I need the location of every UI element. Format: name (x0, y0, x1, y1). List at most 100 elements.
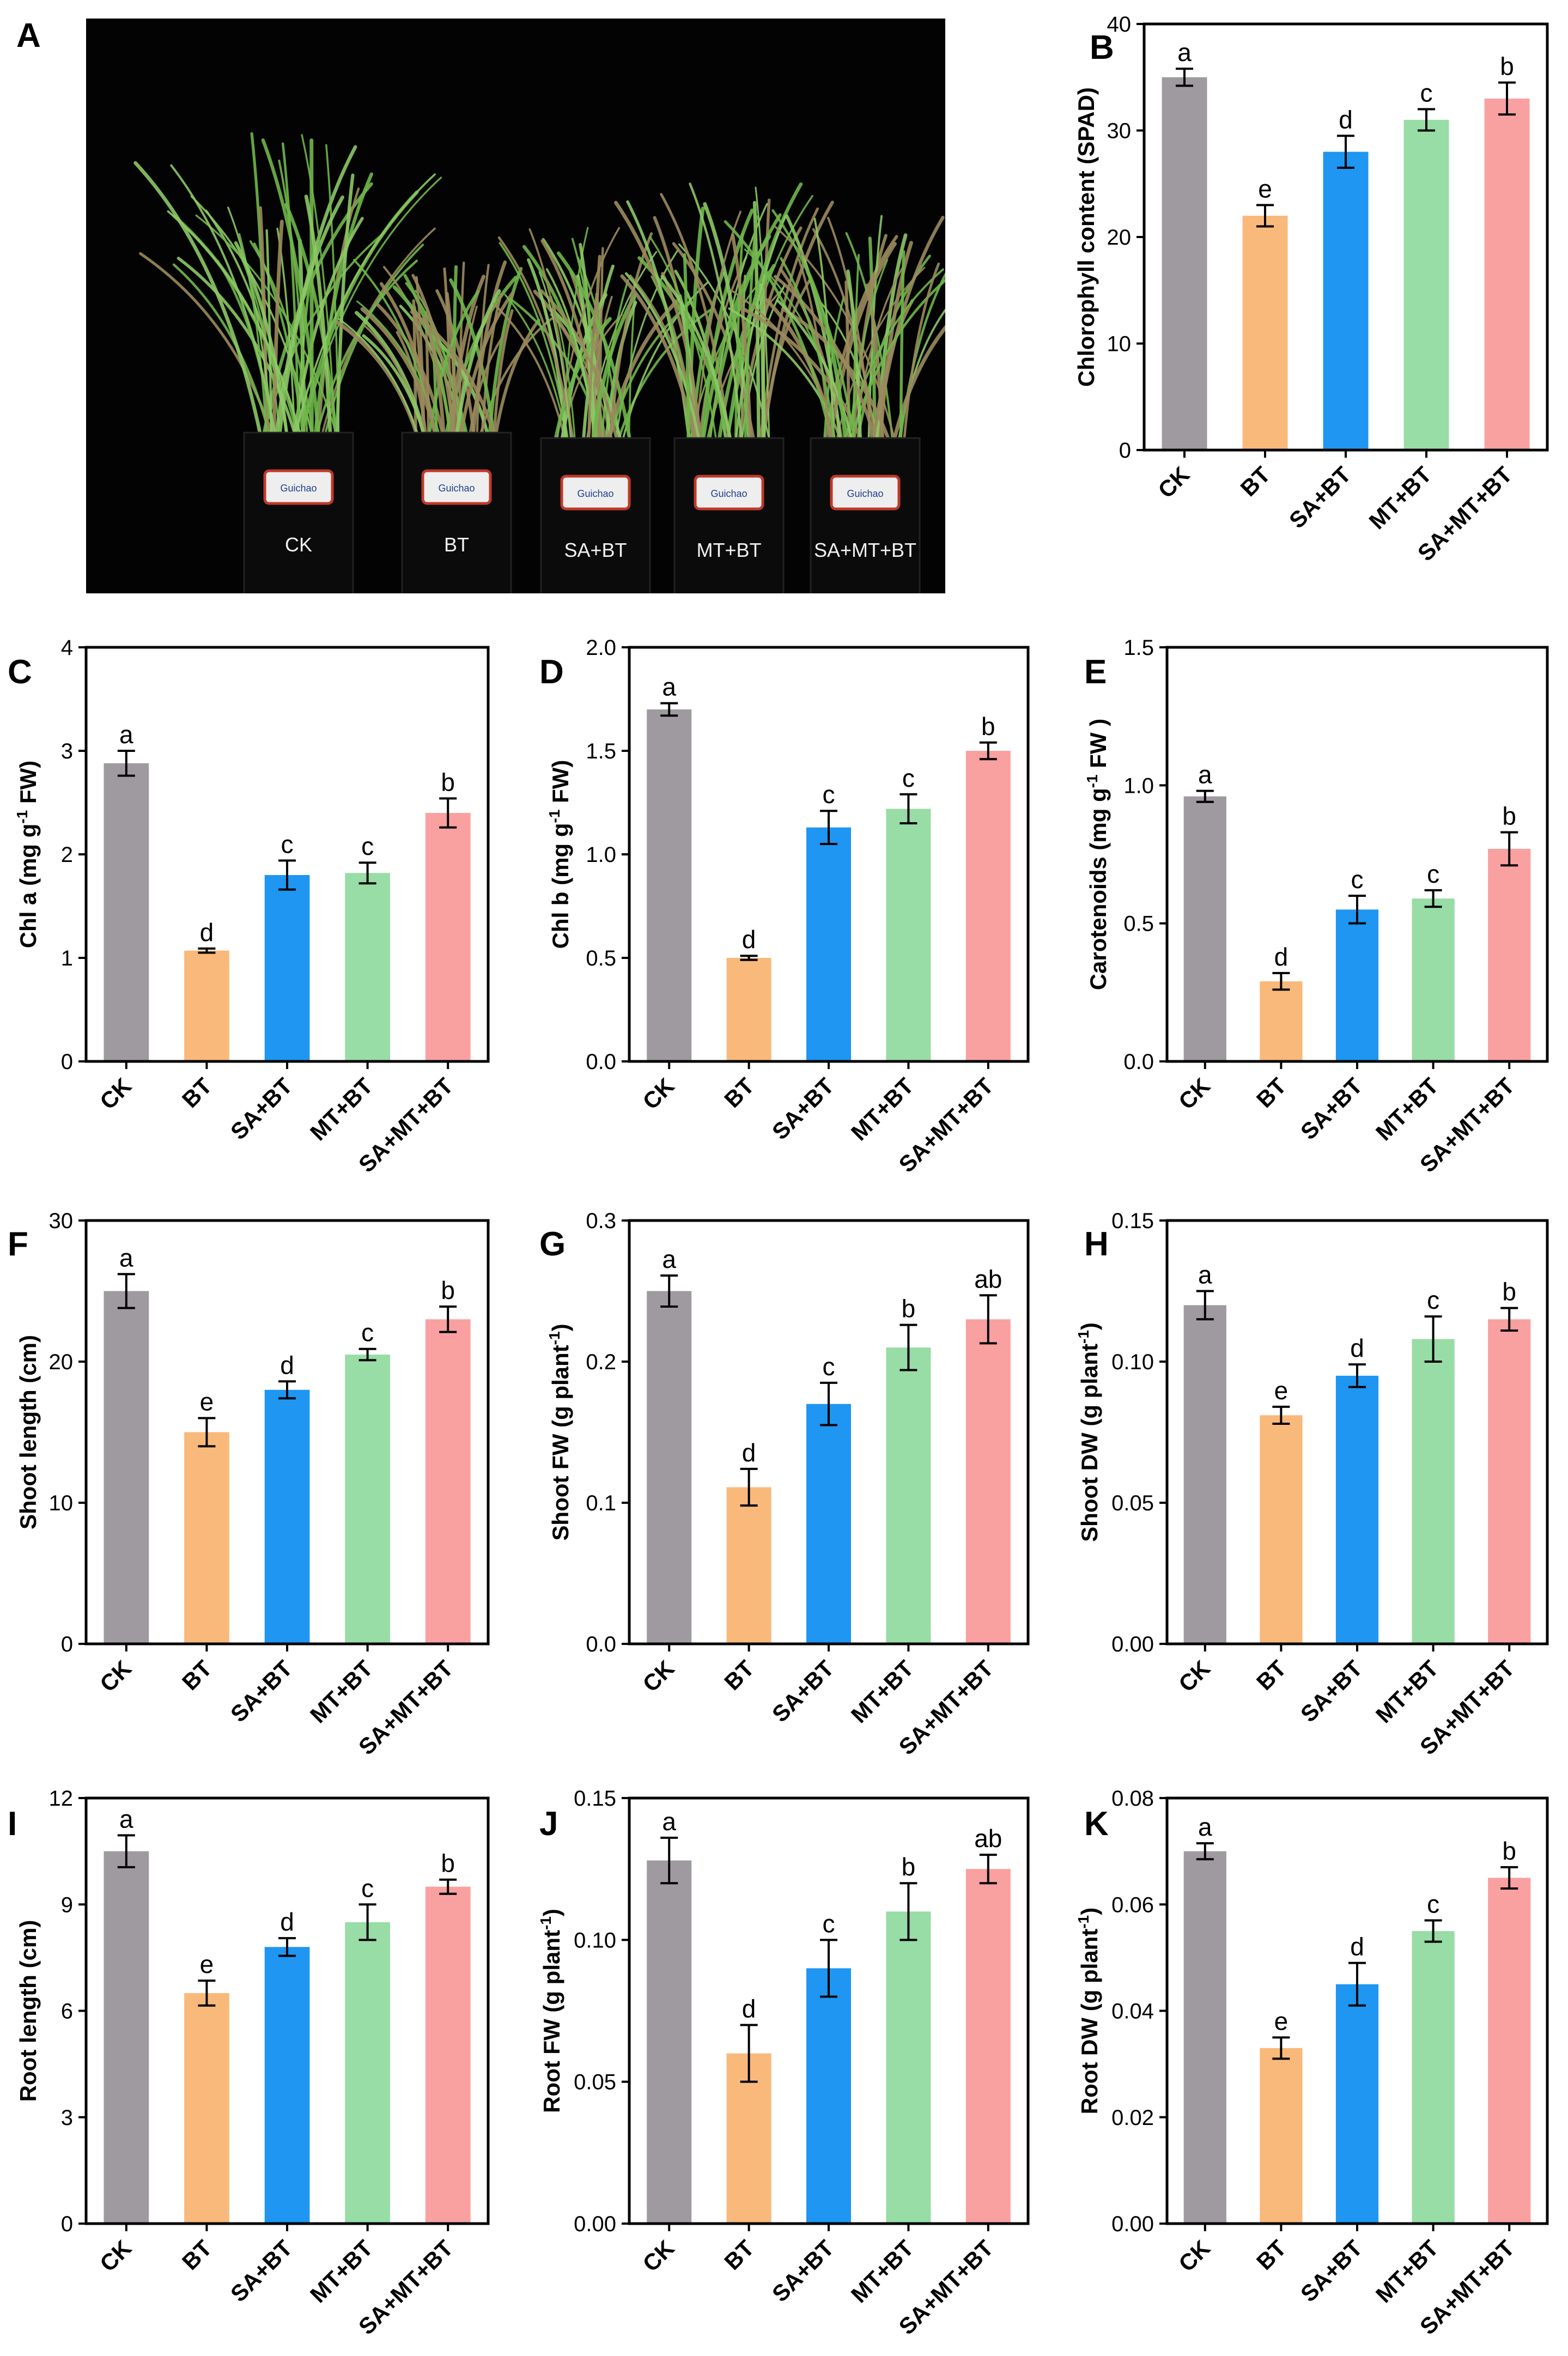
leaf-blade (776, 299, 853, 440)
bar (1183, 1305, 1226, 1644)
panel-letter-f: F (8, 1225, 28, 1263)
bar (1335, 1375, 1379, 1644)
significance-letter: c (902, 764, 915, 792)
significance-letter: b (902, 1295, 916, 1323)
pot (540, 437, 651, 593)
pot-tag-text: Guichao (710, 488, 747, 499)
x-tick-label: CK (1153, 462, 1194, 503)
chart-frame (84, 1219, 490, 1645)
plant-photo-drawing: Guichao CK Guichao BT Guichao SA+BT Guichao MT+… (133, 132, 945, 593)
leaf-blade (275, 195, 344, 435)
bar (726, 1487, 771, 1644)
y-tick-label: 0 (61, 1632, 73, 1656)
x-tick-label: BT (1236, 462, 1275, 501)
pot (810, 437, 921, 593)
x-tick-label: BT (1251, 2235, 1291, 2275)
chart-frame (628, 646, 1030, 1063)
significance-letter: a (1198, 1261, 1212, 1289)
significance-letter: a (1198, 760, 1212, 788)
leaf-blade (683, 253, 690, 440)
bar (886, 809, 931, 1061)
y-tick-label: 20 (1107, 226, 1132, 250)
y-tick-label: 0.0 (586, 1632, 616, 1656)
significance-letter: b (1502, 801, 1516, 830)
x-tick-label: MT+BT (846, 1073, 919, 1145)
y-tick-label: 0.0 (1123, 1050, 1154, 1074)
leaf-blade (278, 159, 308, 434)
y-axis-label: Shoot FW (g plant-1) (546, 1323, 573, 1540)
significance-letter: c (361, 832, 374, 860)
bar (806, 827, 851, 1061)
leaf-blade (755, 186, 770, 439)
significance-letter: d (1274, 943, 1289, 971)
y-tick-label: 20 (49, 1350, 74, 1374)
leaf-blade (493, 302, 566, 440)
significance-letter: c (1427, 1286, 1439, 1314)
y-tick-label: 30 (1107, 119, 1132, 143)
leaf-blade (734, 233, 744, 440)
leaf-blade (812, 228, 876, 440)
pot (673, 437, 785, 593)
significance-letter: b (441, 1276, 455, 1304)
bar (726, 958, 771, 1061)
x-tick-label: MT+BT (846, 1655, 919, 1728)
significance-letter: e (200, 1388, 214, 1416)
leaf-blade (476, 264, 490, 434)
chart-frame (628, 1796, 1030, 2225)
y-tick-label: 0.15 (574, 1787, 616, 1811)
x-tick-label: BT (177, 1073, 217, 1113)
bar (1260, 1415, 1303, 1644)
y-tick-label: 0.00 (574, 2212, 616, 2236)
y-axis-label: Chl a (mg g-1 FW) (14, 761, 41, 949)
x-tick-label: BT (1251, 1655, 1291, 1695)
leaf-blade (660, 275, 732, 440)
x-tick-label: MT+BT (305, 2235, 378, 2308)
pot-tag-text: Guichao (577, 488, 613, 499)
bar (806, 1404, 851, 1644)
significance-letter: a (119, 1243, 133, 1272)
leaf-blade (261, 138, 320, 435)
bar (1335, 909, 1379, 1061)
panel-letter-b: B (1090, 29, 1114, 66)
significance-letter: ab (974, 1824, 1002, 1853)
x-tick-label: SA+BT (1296, 2235, 1368, 2307)
panel-letter-i: I (8, 1805, 17, 1843)
significance-letter: c (1420, 78, 1433, 107)
leaf-blade (338, 318, 418, 434)
leaf-blade (335, 173, 355, 435)
significance-letter: e (200, 1950, 214, 1978)
leaf-blade (629, 274, 702, 439)
bar (425, 1886, 471, 2224)
significance-letter: ab (974, 1265, 1002, 1293)
bar (264, 875, 310, 1061)
bar (1484, 98, 1530, 450)
leaf-blade (576, 274, 597, 440)
leaf-blade (624, 272, 700, 440)
panel-letter-h: H (1084, 1225, 1109, 1263)
significance-letter: d (1339, 105, 1353, 133)
leaf-blade (774, 275, 877, 440)
bar (1488, 848, 1531, 1061)
significance-letter: e (1274, 2007, 1289, 2035)
x-tick-label: CK (637, 1073, 679, 1114)
leaf-blade (651, 275, 695, 439)
x-tick-label: SA+BT (1284, 462, 1356, 533)
x-tick-label: MT+BT (1364, 462, 1436, 534)
x-tick-label: MT+BT (1371, 1073, 1443, 1145)
panel-letter-c: C (8, 653, 32, 691)
y-tick-label: 6 (61, 2000, 73, 2024)
bar (345, 1355, 390, 1644)
y-tick-label: 0.00 (1111, 2212, 1154, 2236)
bar (104, 1291, 149, 1644)
leaf-blade (281, 142, 300, 434)
bar (345, 1922, 390, 2224)
panel-letter-a: A (16, 17, 41, 54)
leaf-blade (528, 228, 573, 439)
significance-letter: c (1351, 865, 1364, 894)
significance-letter: a (1198, 1813, 1212, 1841)
significance-letter: c (823, 780, 835, 809)
leaf-blade (903, 262, 940, 440)
y-tick-label: 1.5 (1123, 636, 1154, 660)
